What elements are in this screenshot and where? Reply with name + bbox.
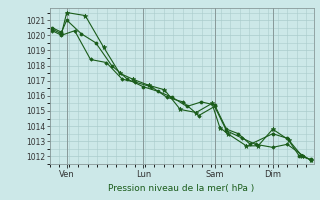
X-axis label: Pression niveau de la mer( hPa ): Pression niveau de la mer( hPa ) [108, 184, 255, 193]
